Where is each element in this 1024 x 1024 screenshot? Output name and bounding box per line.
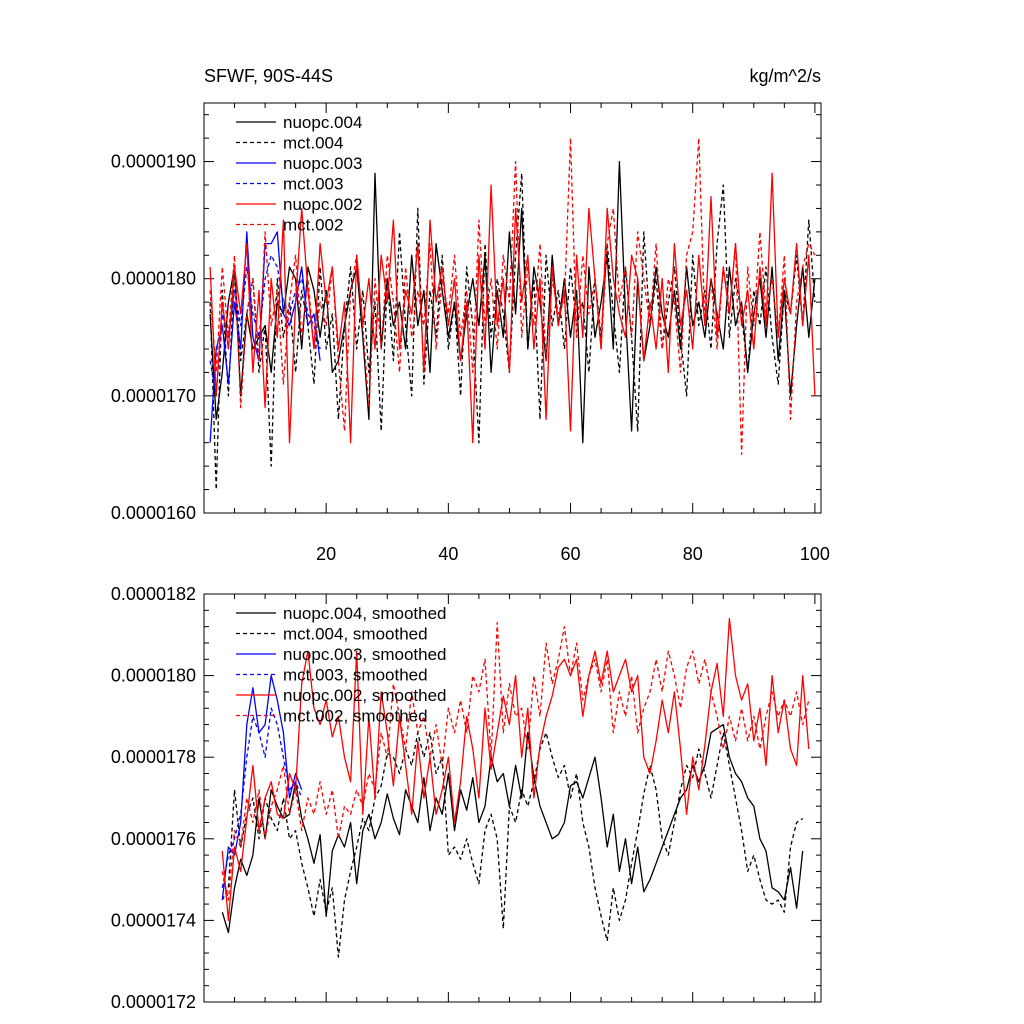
bottom-legend-label-5: mct.002, smoothed <box>283 707 428 726</box>
top-legend-label-3: mct.003 <box>283 175 343 194</box>
top-series-line-5 <box>209 137 816 456</box>
top-legend-label-1: mct.004 <box>283 134 343 153</box>
bottom-legend-label-0: nuopc.004, smoothed <box>283 604 447 623</box>
top-panel: SFWF, 90S-44S kg/m^2/s 0.0000160 0.000017… <box>111 66 830 564</box>
top-y-tick-label: 0.0000180 <box>111 269 196 289</box>
top-series-line-1 <box>209 172 816 491</box>
bottom-panel: 0.0000172 0.0000174 0.0000176 0.0000178 0.00… <box>111 584 822 1012</box>
bottom-legend-label-3: mct.003, smoothed <box>283 666 428 685</box>
top-y-tick-label: 0.0000190 <box>111 152 196 172</box>
bottom-plot-frame <box>203 593 822 1003</box>
top-x-tick-label: 100 <box>800 544 830 564</box>
top-chart-units: kg/m^2/s <box>750 66 821 86</box>
top-legend-label-5: mct.002 <box>283 216 343 235</box>
bottom-legend-label-1: mct.004, smoothed <box>283 625 428 644</box>
top-x-tick-label: 60 <box>561 544 581 564</box>
bottom-legend-label-2: nuopc.003, smoothed <box>283 645 447 664</box>
bottom-legend-label-4: nuopc.002, smoothed <box>283 686 447 705</box>
top-legend-label-4: nuopc.002 <box>283 195 362 214</box>
bottom-y-tick-label: 0.0000180 <box>111 666 196 686</box>
top-x-tick-label: 20 <box>316 544 336 564</box>
top-series-line-4 <box>209 172 816 444</box>
bottom-series-line-1 <box>221 732 804 958</box>
top-x-tick-label: 40 <box>438 544 458 564</box>
bottom-y-tick-label: 0.0000172 <box>111 992 196 1012</box>
top-y-tick-label: 0.0000170 <box>111 386 196 406</box>
bottom-y-tick-label: 0.0000178 <box>111 747 196 767</box>
top-y-tick-label: 0.0000160 <box>111 503 196 523</box>
top-legend-label-0: nuopc.004 <box>283 113 362 132</box>
bottom-series-line-5 <box>221 621 810 901</box>
top-plot-frame <box>203 102 822 514</box>
top-chart-title: SFWF, 90S-44S <box>204 66 333 86</box>
bottom-y-tick-label: 0.0000176 <box>111 829 196 849</box>
top-legend-label-2: nuopc.003 <box>283 154 362 173</box>
top-series-line-3 <box>209 254 321 397</box>
top-x-tick-label: 80 <box>683 544 703 564</box>
bottom-series-line-0 <box>221 723 804 934</box>
bottom-y-tick-label: 0.0000182 <box>111 584 196 604</box>
bottom-y-tick-label: 0.0000174 <box>111 910 196 930</box>
